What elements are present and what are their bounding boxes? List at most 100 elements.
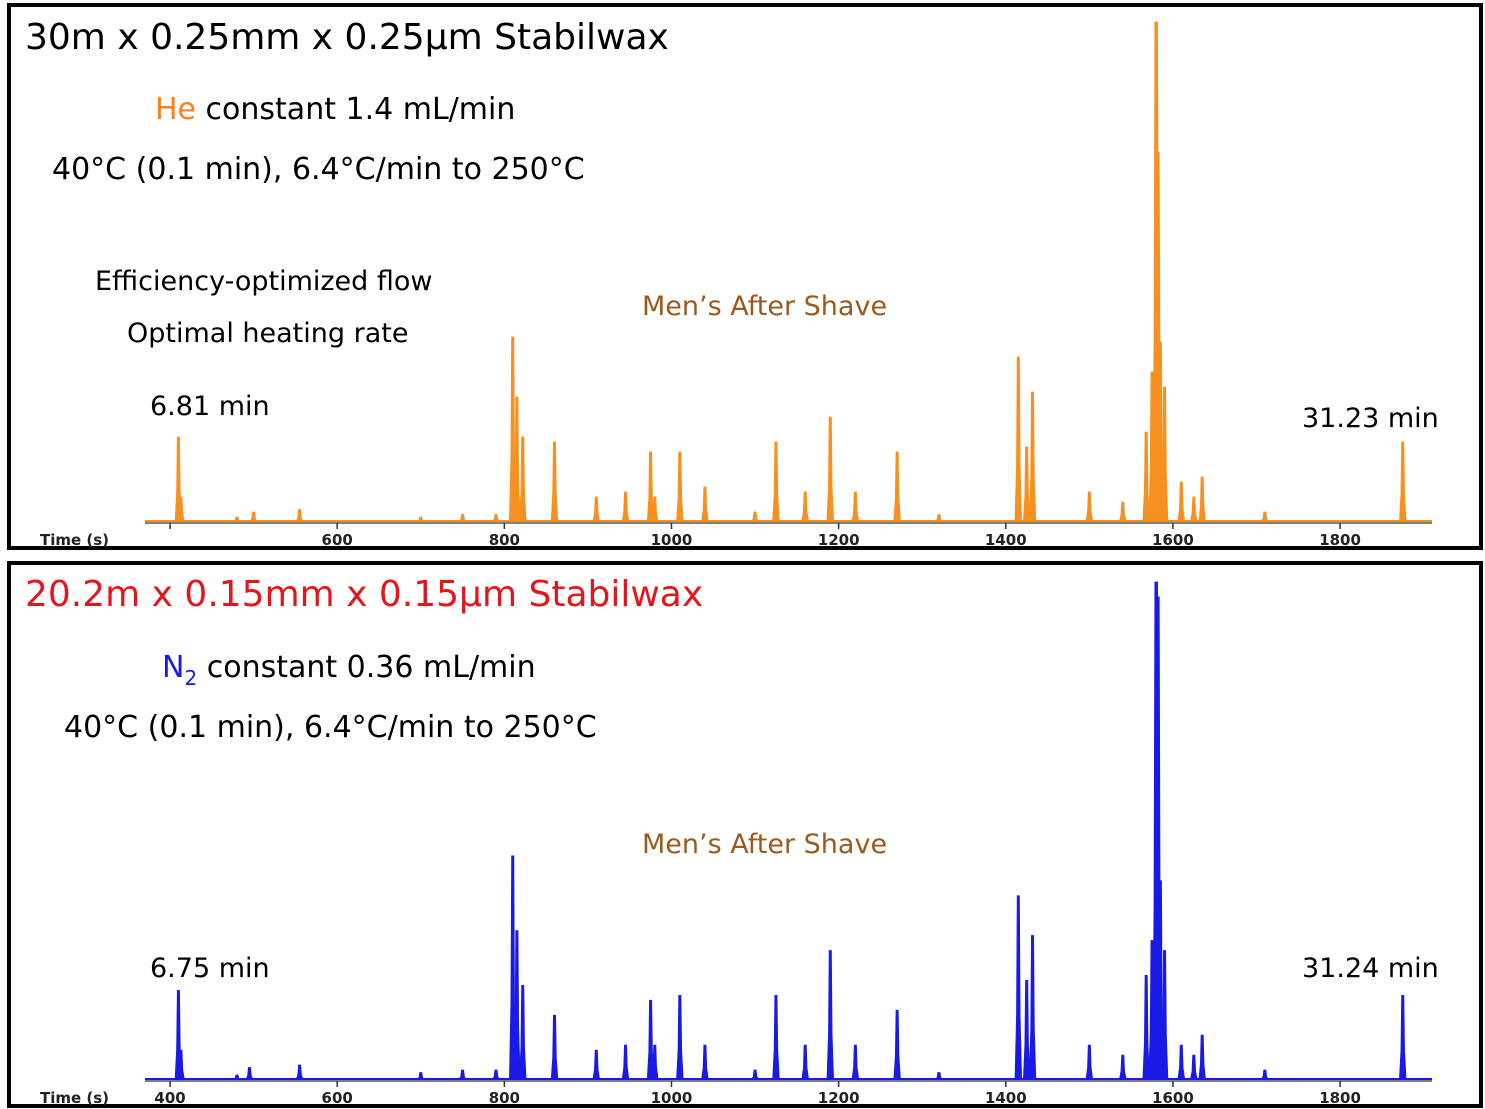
peak [621,1044,630,1080]
flow-text: constant 1.4 mL/min [196,92,515,127]
peak [1014,356,1023,522]
x-tick-label: 1000 [651,531,693,549]
first-peak-label: 6.81 min [150,391,270,422]
last-peak-label: 31.23 min [1302,403,1439,434]
peak [1028,391,1037,522]
panel-n2: 20.2m x 0.15mm x 0.15µm Stabilwax N2 con… [7,561,1483,1108]
peak [934,1072,944,1080]
oven-program: 40°C (0.1 min), 6.4°C/min to 250°C [64,710,597,745]
peak [851,491,860,522]
carrier-gas-subscript: 2 [184,666,197,690]
peak [751,1069,760,1080]
peak [1260,511,1269,522]
carrier-gas-line: N2 constant 0.36 mL/min [162,650,536,690]
sample-label: Men’s After Shave [642,829,887,860]
peak [1260,1069,1269,1080]
note-efficiency: Efficiency-optimized flow [95,266,433,297]
peak [233,516,241,522]
peak [826,950,834,1080]
panel-border [7,3,1483,550]
peak [701,486,709,522]
peak [1028,935,1037,1080]
peak [621,491,630,522]
peak [177,496,185,522]
x-tick-label: 1000 [651,1089,693,1107]
peak [851,1044,860,1080]
x-axis-label: Time (s) [40,531,109,549]
panel-he: 30m x 0.25mm x 0.25µm Stabilwax He const… [7,3,1483,550]
peak [1014,895,1023,1080]
peak [417,516,425,522]
peak [1399,441,1407,522]
peak [772,441,780,522]
x-tick-label: 1600 [1152,1089,1194,1107]
x-tick-label: 1800 [1319,531,1361,549]
peak [651,1044,659,1080]
note-heating: Optimal heating rate [127,318,408,349]
peak [1399,994,1407,1080]
plot-area: 400 600 800 1000 1200 1400 1600 1800 [145,581,1432,1107]
peak [519,984,527,1080]
peak [592,496,601,522]
peak [751,511,760,522]
peak [1177,1044,1186,1080]
peak [491,1069,501,1080]
x-tick-label: 400 [154,1089,185,1107]
peak [1119,1054,1127,1080]
oven-program: 40°C (0.1 min), 6.4°C/min to 250°C [52,152,585,187]
peak [491,514,501,522]
peak [893,1009,901,1080]
first-peak-label: 6.75 min [150,953,270,984]
peak [676,994,684,1080]
x-tick-label: 1800 [1319,1089,1361,1107]
peak [249,511,258,522]
peak [826,416,835,522]
peak [458,514,467,522]
peak [772,994,780,1080]
last-peak-label: 31.24 min [1302,953,1439,984]
peak [1160,386,1169,522]
x-tick-label: 800 [489,531,520,549]
peak [519,436,527,522]
peak [1118,501,1127,522]
peak [676,451,684,522]
peak [550,1014,559,1080]
x-tick-label: 1400 [985,1089,1027,1107]
peak [550,441,559,522]
panel-title: 30m x 0.25mm x 0.25µm Stabilwax [25,17,669,58]
x-tick-label: 1600 [1152,531,1194,549]
carrier-gas: N [162,650,184,685]
flow-text: constant 0.36 mL/min [197,650,535,685]
peak [1160,950,1169,1080]
peak [1198,476,1206,522]
peak [295,1064,304,1080]
peak [801,1044,809,1080]
sample-label: Men’s After Shave [642,291,887,322]
peak [934,514,944,522]
peak [458,1069,467,1080]
peak [233,1074,241,1080]
peak [701,1044,709,1080]
x-tick-label: 600 [322,1089,353,1107]
peak [177,1049,185,1080]
peak [416,1072,426,1080]
peak [1177,481,1186,522]
x-tick-label: 800 [489,1089,520,1107]
peak [1085,1044,1094,1080]
peak [651,496,659,522]
peak [801,491,809,522]
peak [295,509,304,522]
peak [893,451,901,522]
x-tick-label: 600 [322,531,353,549]
x-tick-label: 1200 [818,1089,860,1107]
x-tick-label: 1400 [985,531,1027,549]
carrier-gas-line: He constant 1.4 mL/min [155,92,515,127]
peak [1190,1054,1198,1080]
carrier-gas: He [155,92,196,127]
peak [592,1049,601,1080]
plot-area: 600 800 1000 1200 1400 1600 1800 [145,21,1432,549]
peak [1198,1034,1206,1080]
x-tick-label: 1200 [818,531,860,549]
peak [245,1067,254,1080]
